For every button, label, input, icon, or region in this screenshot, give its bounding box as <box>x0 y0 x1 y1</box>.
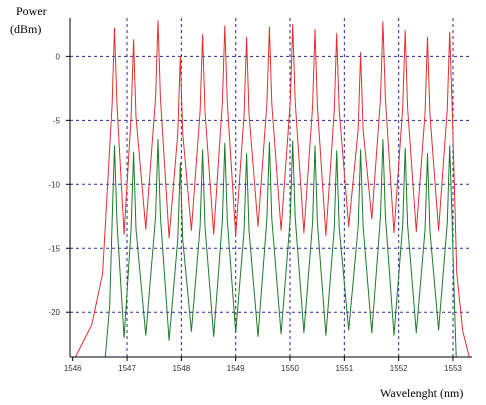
axes <box>66 18 472 361</box>
y-axis-title-line2: (dBm) <box>10 22 42 36</box>
x-tick-label-7: 1553 <box>444 364 462 373</box>
x-tick-label-4: 1550 <box>281 364 299 373</box>
x-tick-label-3: 1549 <box>227 364 245 373</box>
y-axis-title-line1: Power <box>16 4 47 18</box>
series-line-red <box>74 20 470 358</box>
y-tick-label-0: 0 <box>56 52 61 61</box>
x-tick-label-0: 1546 <box>64 364 82 373</box>
y-tick-label-2: -10 <box>48 180 60 189</box>
y-tick-label-1: -5 <box>53 116 61 125</box>
x-tick-label-6: 1552 <box>390 364 408 373</box>
x-tick-label-1: 1547 <box>118 364 136 373</box>
y-tick-label-3: -15 <box>48 244 60 253</box>
tick-labels: 1546 1547 1548 1549 1550 1551 1552 1553 0 -5 -10 -1… <box>48 52 462 373</box>
y-tick-label-4: -20 <box>48 308 60 317</box>
series-line-green <box>104 139 457 358</box>
x-tick-label-2: 1548 <box>172 364 190 373</box>
x-tick-label-5: 1551 <box>335 364 353 373</box>
series-lines <box>74 20 470 358</box>
x-axis-title: Wavelenght (nm) <box>380 386 464 400</box>
